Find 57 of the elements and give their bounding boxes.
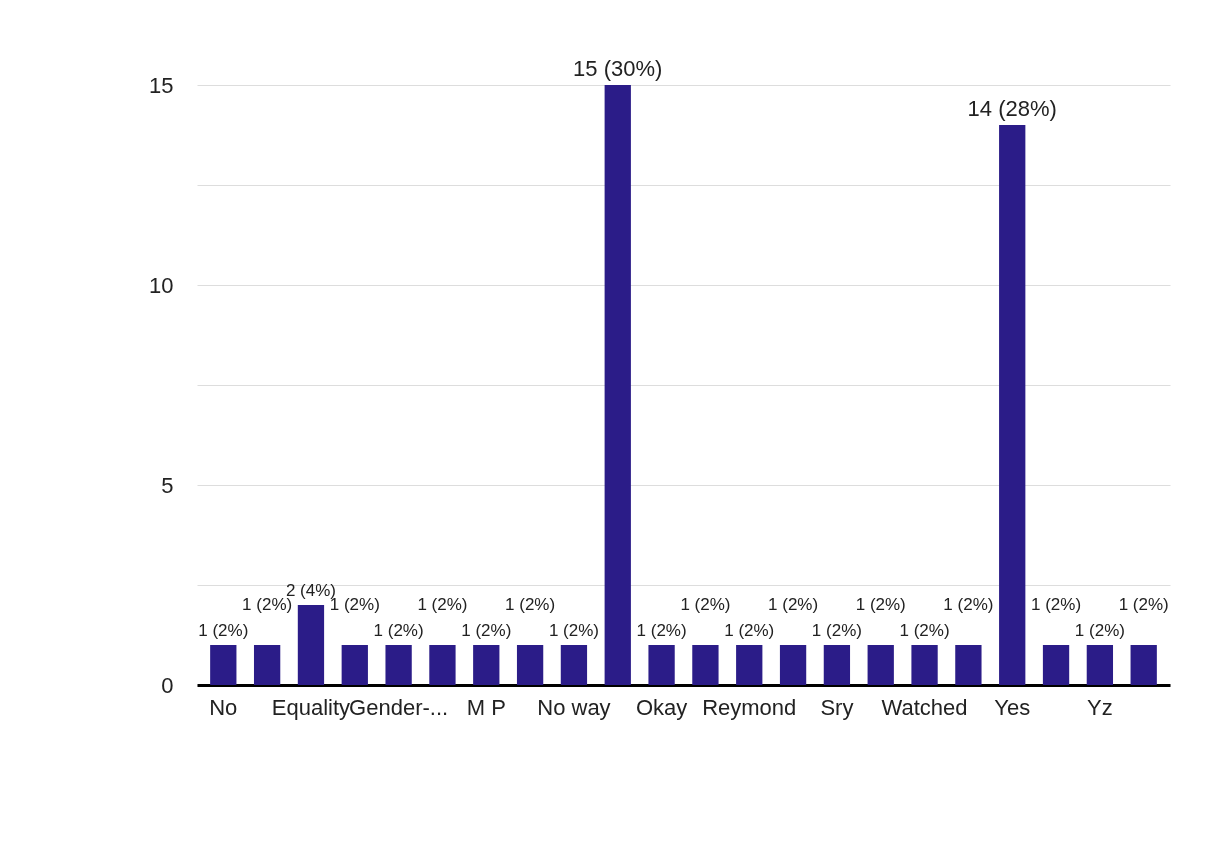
data-label: 1 (2%) <box>811 621 862 640</box>
y-tick-label: 15 <box>149 72 174 98</box>
data-label: 1 (2%) <box>242 595 293 614</box>
y-tick-label: 10 <box>149 272 174 298</box>
bar <box>823 645 851 685</box>
bar <box>473 645 500 685</box>
bar <box>210 645 237 685</box>
x-tick-label: Reymond <box>702 694 797 720</box>
x-tick-label: No <box>209 694 238 720</box>
bar <box>1086 645 1114 685</box>
data-label: 1 (2%) <box>724 621 775 640</box>
x-tick-label: Okay <box>635 694 688 720</box>
data-label: 1 (2%) <box>198 621 249 640</box>
bar <box>253 645 281 685</box>
bar <box>341 645 368 685</box>
bar <box>911 645 938 685</box>
data-label: 1 (2%) <box>1031 595 1082 614</box>
bar <box>516 645 544 685</box>
bar <box>385 645 412 685</box>
data-label: 1 (2%) <box>768 595 819 614</box>
data-label: 1 (2%) <box>899 621 950 640</box>
y-tick-label: 5 <box>161 472 174 498</box>
bar <box>648 645 675 685</box>
y-tick-label: 0 <box>161 672 174 698</box>
bar <box>779 645 807 685</box>
x-tick-label: Equality <box>271 694 351 720</box>
bar <box>1042 645 1070 685</box>
data-label: 1 (2%) <box>548 621 599 640</box>
data-label: 1 (2%) <box>461 621 512 640</box>
bar <box>955 645 982 685</box>
bar <box>999 125 1026 685</box>
bar <box>692 645 719 685</box>
data-label: 14 (28%) <box>967 96 1057 121</box>
data-label: 1 (2%) <box>373 621 424 640</box>
x-tick-label: Watched <box>881 694 968 720</box>
data-label: 1 (2%) <box>855 595 906 614</box>
data-label: 1 (2%) <box>1118 595 1169 614</box>
data-label: 1 (2%) <box>680 595 731 614</box>
x-tick-label: Yes <box>994 694 1031 720</box>
data-label: 15 (30%) <box>573 56 663 81</box>
x-tick-label: Sry <box>820 694 854 720</box>
bar <box>297 605 325 685</box>
bar <box>867 645 894 685</box>
bar <box>736 645 763 685</box>
data-label: 1 (2%) <box>943 595 994 614</box>
x-tick-label: Yz <box>1087 694 1113 720</box>
bar <box>1130 645 1157 685</box>
bar <box>560 645 588 685</box>
x-tick-label: Gender-... <box>349 694 449 720</box>
x-tick-label: M P <box>466 694 506 720</box>
bar <box>429 645 456 685</box>
bar <box>604 85 631 685</box>
data-label: 1 (2%) <box>636 621 687 640</box>
x-tick-label: No way <box>537 694 611 720</box>
data-label: 1 (2%) <box>1074 621 1125 640</box>
data-label: 1 (2%) <box>505 595 556 614</box>
data-label: 1 (2%) <box>417 595 468 614</box>
